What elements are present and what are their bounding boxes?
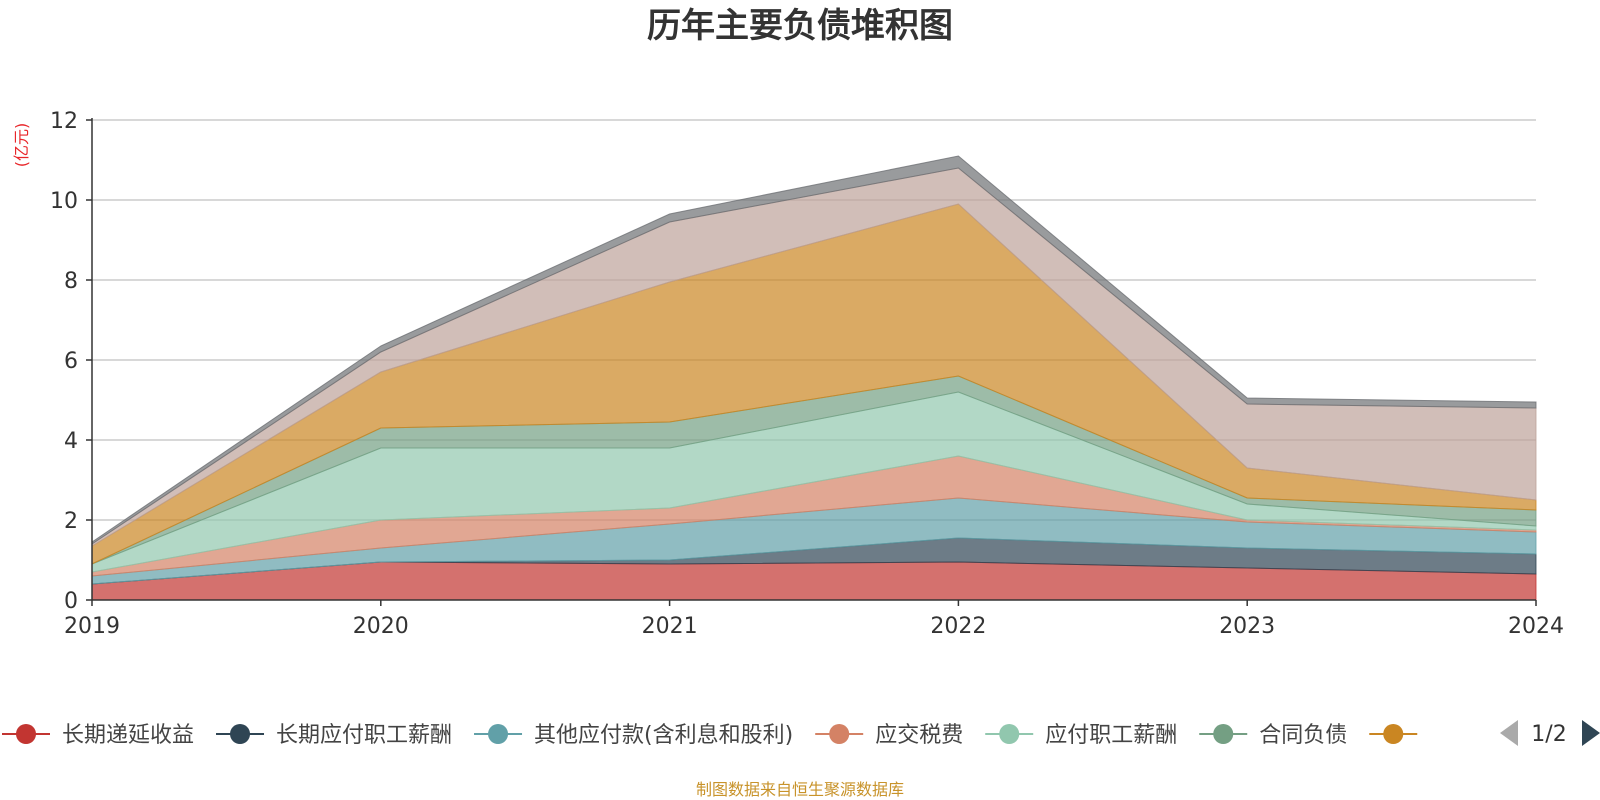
area-series-9[interactable] <box>91 155 1537 545</box>
x-tick-label: 2021 <box>642 614 698 639</box>
x-tick-label: 2019 <box>64 614 120 639</box>
x-tick-label: 2023 <box>1219 614 1275 639</box>
legend-label: 长期应付职工薪酬 <box>276 723 452 748</box>
legend-item-2[interactable]: 长期应付职工薪酬 <box>216 723 452 748</box>
x-tick-label: 2024 <box>1508 614 1564 639</box>
y-tick-label: 2 <box>64 509 78 534</box>
legend-label: 合同负债 <box>1259 723 1347 748</box>
legend-marker-icon <box>488 724 509 744</box>
chart-title: 历年主要负债堆积图 <box>647 6 953 46</box>
legend-item-7[interactable] <box>1369 724 1418 744</box>
legend-item-4[interactable]: 应交税费 <box>815 723 963 748</box>
legend-item-5[interactable]: 应付职工薪酬 <box>985 723 1177 748</box>
y-tick-label: 8 <box>64 269 78 294</box>
y-tick-label: 6 <box>64 349 78 374</box>
legend-label: 其他应付款(含利息和股利) <box>534 723 793 748</box>
legend-prev-page-icon[interactable] <box>1500 720 1518 746</box>
y-axis-unit-label: (亿元) <box>12 123 31 168</box>
x-tick-label: 2022 <box>930 614 986 639</box>
legend-marker-icon <box>829 724 850 744</box>
legend-item-6[interactable]: 合同负债 <box>1199 723 1347 748</box>
legend-label: 应交税费 <box>875 723 963 748</box>
y-tick-label: 10 <box>50 189 78 214</box>
legend: 长期递延收益 长期应付职工薪酬 其他应付款(含利息和股利) 应交税费 应付职工薪酬 合同负… <box>2 723 1418 748</box>
y-tick-label: 0 <box>64 589 78 614</box>
data-source-note: 制图数据来自恒生聚源数据库 <box>696 780 904 799</box>
legend-pager: 1/2 <box>1500 720 1600 747</box>
legend-marker-icon <box>16 724 36 744</box>
area-series-group <box>91 155 1537 601</box>
legend-item-3[interactable]: 其他应付款(含利息和股利) <box>474 723 793 748</box>
legend-item-1[interactable]: 长期递延收益 <box>2 723 194 748</box>
legend-label: 应付职工薪酬 <box>1045 723 1177 748</box>
legend-marker-icon <box>1213 724 1234 744</box>
legend-marker-icon <box>999 724 1020 744</box>
legend-marker-icon <box>230 724 251 744</box>
x-tick-label: 2020 <box>353 614 409 639</box>
legend-page-indicator: 1/2 <box>1531 722 1566 747</box>
legend-marker-icon <box>1383 724 1404 744</box>
legend-label: 长期递延收益 <box>62 723 194 748</box>
legend-next-page-icon[interactable] <box>1582 720 1600 746</box>
axes: 0 2 4 6 8 10 12 2019 2020 2021 2022 2023 2024 <box>50 109 1564 639</box>
y-tick-label: 12 <box>50 109 78 134</box>
y-tick-label: 4 <box>64 429 78 454</box>
